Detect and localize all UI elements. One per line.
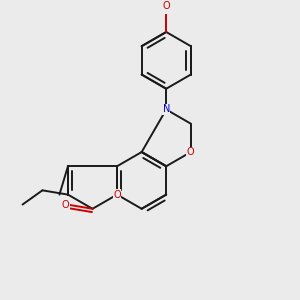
Text: O: O <box>162 2 170 11</box>
Text: N: N <box>163 104 170 115</box>
Text: O: O <box>187 147 195 157</box>
Text: O: O <box>113 190 121 200</box>
Text: O: O <box>61 200 69 209</box>
